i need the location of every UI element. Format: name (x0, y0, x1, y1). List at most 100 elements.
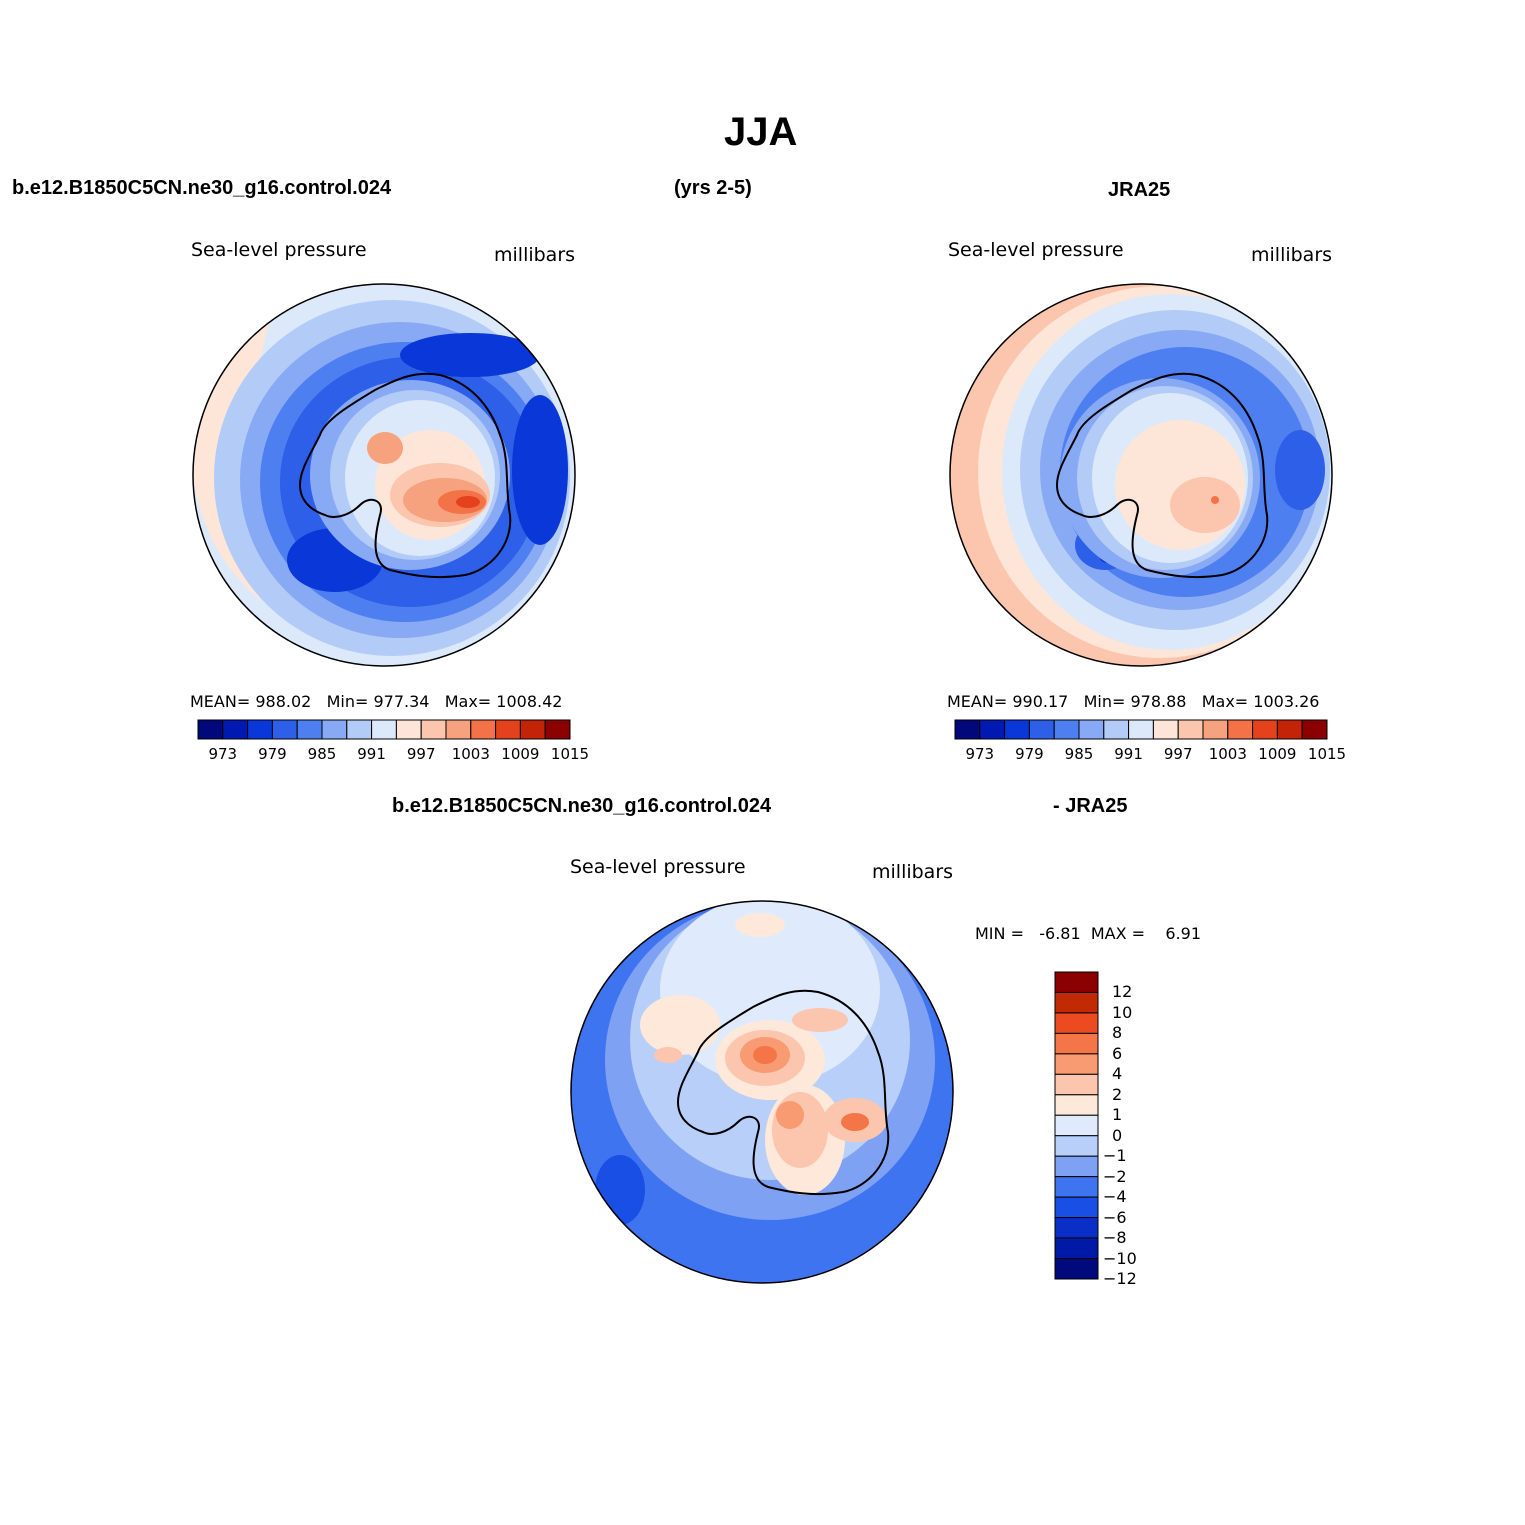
obs-colorbar-swatch (1177, 719, 1204, 740)
model-colorbar-swatch (544, 719, 571, 740)
model-field-high5 (456, 496, 480, 508)
model-colorbar-swatch (271, 719, 298, 740)
model-colorbar-tick: 1009 (501, 745, 540, 763)
model-colorbar-swatch (420, 719, 447, 740)
diff-colorbar-swatch (1054, 1217, 1099, 1239)
diff-colorbar-swatch (1054, 971, 1099, 993)
diff-colorbar-tick: 10 (1112, 1002, 1133, 1022)
diff-obs-name-header: - JRA25 (1053, 795, 1128, 817)
obs-field-high2 (1170, 477, 1240, 533)
diff-stats: MIN = -6.81 MAX = 6.91 (975, 924, 1201, 943)
diff-colorbar-tick: 12 (1112, 982, 1133, 1002)
model-variable-label: Sea-level pressure (191, 239, 367, 261)
obs-colorbar-swatch (954, 719, 981, 740)
diff-colorbar-tick: −4 (1103, 1187, 1127, 1207)
diff-colorbar-tick: −6 (1103, 1207, 1127, 1227)
model-colorbar-swatch (495, 719, 521, 740)
obs-min-value: 978.88 (1130, 692, 1187, 711)
diff-map (571, 901, 953, 1283)
diff-colorbar-swatch (1054, 1176, 1099, 1198)
obs-colorbar-swatch (1053, 719, 1080, 740)
model-colorbar (197, 719, 571, 740)
figure-title: JJA (724, 110, 798, 154)
obs-variable-label: Sea-level pressure (948, 239, 1124, 261)
diff-colorbar-tick: 4 (1112, 1064, 1123, 1084)
diff-colorbar-tick: −10 (1103, 1248, 1137, 1268)
model-colorbar-swatch (371, 719, 397, 740)
model-field-low2 (512, 395, 568, 545)
model-max-value: 1008.42 (496, 692, 563, 711)
obs-mean-value: 990.17 (1012, 692, 1069, 711)
obs-field-high3 (1211, 496, 1219, 504)
model-min-value: 977.34 (373, 692, 430, 711)
diff-colorbar-tick: 0 (1112, 1125, 1123, 1145)
model-mean-value: 988.02 (255, 692, 312, 711)
obs-colorbar-swatch (1152, 719, 1179, 740)
obs-colorbar-swatch (1103, 719, 1130, 740)
model-units-label: millibars (494, 244, 576, 266)
obs-colorbar-swatch (1004, 719, 1030, 740)
model-mean-label: MEAN= (190, 692, 251, 711)
obs-colorbar-swatch (1078, 719, 1105, 740)
diff-min-label: MIN = (975, 924, 1024, 943)
model-field-high6 (367, 432, 403, 464)
diff-field-posI (772, 1092, 828, 1168)
obs-min-label: Min= (1083, 692, 1126, 711)
diff-colorbar-swatch (1054, 1114, 1099, 1137)
model-colorbar-tick: 997 (406, 745, 436, 763)
diff-field-posG (753, 1046, 777, 1064)
obs-colorbar-tick: 997 (1163, 745, 1193, 763)
diff-colorbar-swatch (1054, 1155, 1099, 1178)
obs-units-label: millibars (1251, 244, 1333, 266)
diff-colorbar-swatch (1054, 1237, 1099, 1260)
model-min-label: Min= (326, 692, 369, 711)
obs-colorbar-swatch (979, 719, 1006, 740)
diff-colorbar-tick: −1 (1103, 1146, 1127, 1166)
diff-colorbar-swatch (1054, 1073, 1099, 1096)
diff-field-posC (654, 1047, 682, 1063)
diff-field-posM (792, 1008, 848, 1032)
diff-colorbar-swatch (1054, 1053, 1099, 1075)
diff-units-label: millibars (872, 861, 954, 883)
diff-colorbar-swatch (1054, 1135, 1099, 1157)
obs-map (950, 284, 1332, 666)
diff-colorbar-tick: 1 (1112, 1105, 1123, 1125)
obs-colorbar-tick: 1015 (1307, 745, 1347, 763)
diff-map-border (570, 900, 954, 1284)
obs-colorbar-tick: 1003 (1208, 745, 1247, 763)
diff-colorbar-tick: −2 (1103, 1166, 1127, 1186)
model-colorbar-tick: 1015 (550, 745, 590, 763)
diff-colorbar-tick: −12 (1103, 1269, 1137, 1288)
diff-field-low1 (595, 1155, 645, 1225)
model-colorbar-swatch (346, 719, 373, 740)
years-header: (yrs 2-5) (674, 177, 752, 199)
model-colorbar-swatch (470, 719, 497, 740)
obs-colorbar-tick: 1009 (1258, 745, 1297, 763)
obs-colorbar-swatch (1252, 719, 1278, 740)
model-colorbar-tick: 973 (208, 745, 238, 763)
model-colorbar-tick: 985 (307, 745, 337, 763)
case-name-header: b.e12.B1850C5CN.ne30_g16.control.024 (12, 177, 392, 199)
model-field-low3 (400, 333, 540, 377)
model-colorbar-swatch (395, 719, 422, 740)
diff-colorbar-swatch (1054, 1196, 1099, 1219)
obs-colorbar-swatch (1276, 719, 1303, 740)
obs-colorbar-tick: 991 (1114, 745, 1143, 763)
obs-colorbar-swatch (1128, 719, 1154, 740)
diff-colorbar-swatch (1054, 1258, 1099, 1280)
obs-colorbar-swatch (1202, 719, 1229, 740)
model-colorbar-tick: 991 (357, 745, 386, 763)
model-colorbar-swatch (445, 719, 472, 740)
obs-mean-label: MEAN= (947, 692, 1008, 711)
obs-colorbar-tick: 973 (965, 745, 995, 763)
model-colorbar-swatch (247, 719, 273, 740)
diff-colorbar-swatch (1054, 991, 1099, 1014)
obs-colorbar-swatch (1028, 719, 1055, 740)
diff-variable-label: Sea-level pressure (570, 856, 746, 878)
model-colorbar-swatch (321, 719, 348, 740)
obs-name-header: JRA25 (1108, 179, 1171, 201)
model-colorbar-swatch (222, 719, 249, 740)
model-map-border (192, 283, 576, 667)
diff-colorbar (1054, 971, 1099, 1280)
model-colorbar-swatch (197, 719, 224, 740)
